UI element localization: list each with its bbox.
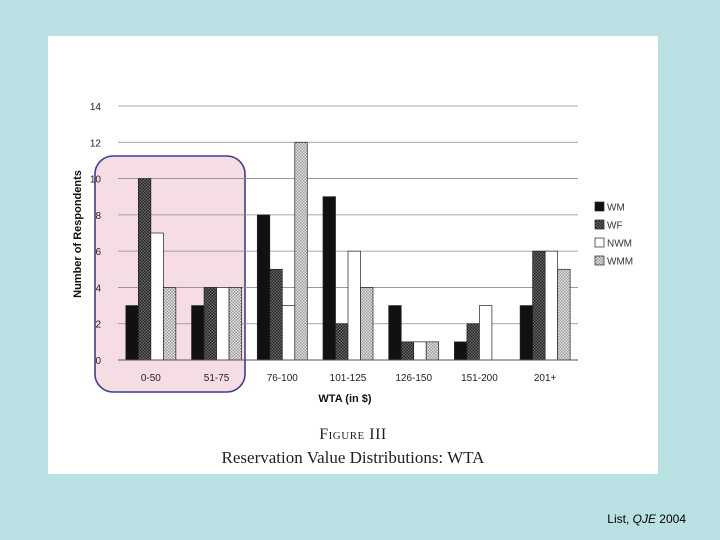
bar-wf-76-100 bbox=[269, 268, 283, 361]
bar-wf-201+ bbox=[532, 250, 546, 361]
x-tick-0-50: 0-50 bbox=[141, 373, 161, 384]
y-tick-12: 12 bbox=[90, 138, 102, 149]
y-tick-4: 4 bbox=[95, 283, 101, 294]
bar-wm-151-200 bbox=[454, 341, 468, 361]
legend-swatch-nwm bbox=[594, 237, 605, 248]
citation: List, QJE 2004 bbox=[607, 512, 686, 526]
y-tick-14: 14 bbox=[90, 102, 102, 113]
citation-author: List, bbox=[607, 512, 633, 526]
x-tick-101-125: 101-125 bbox=[330, 373, 367, 384]
x-tick-51-75: 51-75 bbox=[204, 373, 230, 384]
x-tick-labels: 0-50 51-75 76-100 101-125 126-150 151-200 201+ bbox=[141, 373, 557, 384]
bar-wmm-201+ bbox=[557, 268, 571, 361]
legend-label-wf: WF bbox=[607, 221, 623, 232]
bar-wm-76-100 bbox=[256, 214, 271, 361]
figure-label: Figure III bbox=[319, 426, 387, 443]
x-tick-126-150: 126-150 bbox=[395, 373, 432, 384]
figure-card: 0 2 4 6 8 10 12 14 0-50 51-75 76-100 101-125 126-15… bbox=[48, 36, 658, 474]
legend-swatch-wm bbox=[594, 201, 605, 212]
bar-wm-201+ bbox=[519, 305, 533, 361]
bar-wf-101-125 bbox=[335, 323, 349, 361]
bar-wmm-0-50 bbox=[163, 287, 177, 361]
y-tick-10: 10 bbox=[90, 175, 102, 186]
y-axis-title: Number of Respondents bbox=[72, 170, 84, 298]
bar-wf-126-150 bbox=[400, 341, 415, 361]
bar-wf-0-50 bbox=[138, 178, 152, 361]
bar-wmm-76-100 bbox=[294, 141, 308, 361]
y-tick-2: 2 bbox=[95, 320, 101, 331]
x-tick-201+: 201+ bbox=[534, 373, 557, 384]
bar-wm-101-125 bbox=[322, 196, 336, 361]
figure-caption: Reservation Value Distributions: WTA bbox=[221, 448, 485, 467]
bar-nwm-151-200 bbox=[479, 305, 493, 361]
x-tick-151-200: 151-200 bbox=[461, 373, 498, 384]
citation-journal: QJE bbox=[632, 512, 656, 526]
legend-label-wm: WM bbox=[607, 203, 625, 214]
bar-nwm-101-125 bbox=[347, 250, 361, 361]
bar-nwm-0-50 bbox=[150, 232, 164, 361]
bar-nwm-126-150 bbox=[413, 341, 427, 361]
bar-nwm-76-100 bbox=[281, 305, 296, 361]
y-tick-8: 8 bbox=[95, 211, 101, 222]
bar-wf-151-200 bbox=[466, 323, 480, 361]
bar-nwm-201+ bbox=[544, 250, 558, 361]
bar-nwm-51-75 bbox=[216, 287, 230, 361]
legend-label-nwm: NWM bbox=[607, 239, 632, 250]
x-axis-title: WTA (in $) bbox=[318, 393, 371, 405]
bar-chart: 0 2 4 6 8 10 12 14 0-50 51-75 76-100 101-125 126-15… bbox=[72, 102, 633, 405]
citation-year: 2004 bbox=[655, 512, 686, 526]
bars bbox=[125, 141, 571, 361]
y-tick-6: 6 bbox=[95, 247, 101, 258]
bar-wmm-126-150 bbox=[425, 341, 440, 361]
bar-wf-51-75 bbox=[203, 287, 217, 361]
bar-wmm-101-125 bbox=[360, 287, 374, 361]
legend-swatch-wmm bbox=[594, 255, 605, 266]
y-tick-0: 0 bbox=[95, 356, 101, 367]
y-tick-labels: 0 2 4 6 8 10 12 14 bbox=[90, 102, 102, 367]
legend-label-wmm: WMM bbox=[607, 257, 633, 268]
legend: WM WF NWM WMM bbox=[594, 201, 633, 268]
legend-swatch-wf bbox=[594, 219, 605, 230]
x-tick-76-100: 76-100 bbox=[267, 373, 299, 384]
bar-wm-126-150 bbox=[388, 305, 402, 361]
bar-wm-51-75 bbox=[191, 305, 205, 361]
bar-wm-0-50 bbox=[125, 305, 139, 361]
bar-wmm-51-75 bbox=[228, 287, 242, 361]
